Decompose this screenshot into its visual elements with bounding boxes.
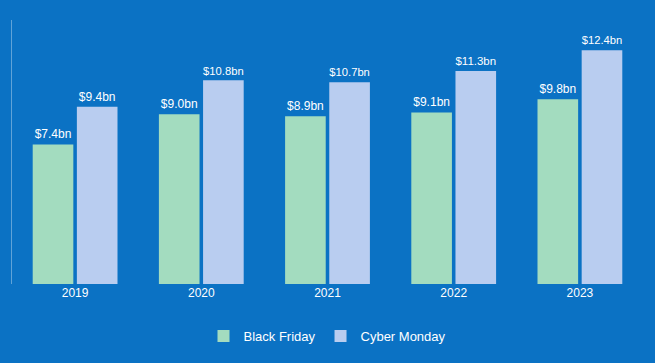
svg-text:2023: 2023 xyxy=(567,286,594,300)
svg-text:$9.4bn: $9.4bn xyxy=(79,90,116,104)
svg-text:2020: 2020 xyxy=(188,286,215,300)
svg-text:Black Friday: Black Friday xyxy=(244,329,316,344)
svg-text:2021: 2021 xyxy=(314,286,341,300)
svg-text:$12.4bn: $12.4bn xyxy=(582,34,623,46)
svg-text:2022: 2022 xyxy=(440,286,467,300)
svg-text:Cyber Monday: Cyber Monday xyxy=(361,329,446,344)
svg-text:$9.1bn: $9.1bn xyxy=(413,95,450,109)
svg-text:$10.7bn: $10.7bn xyxy=(329,66,370,78)
svg-text:$11.3bn: $11.3bn xyxy=(455,55,496,67)
svg-text:$8.9bn: $8.9bn xyxy=(287,99,324,113)
svg-text:$9.8bn: $9.8bn xyxy=(539,82,576,96)
svg-text:2019: 2019 xyxy=(62,286,89,300)
svg-text:$9.0bn: $9.0bn xyxy=(161,97,198,111)
svg-text:$10.8bn: $10.8bn xyxy=(203,65,244,77)
svg-text:$7.4bn: $7.4bn xyxy=(35,127,72,141)
